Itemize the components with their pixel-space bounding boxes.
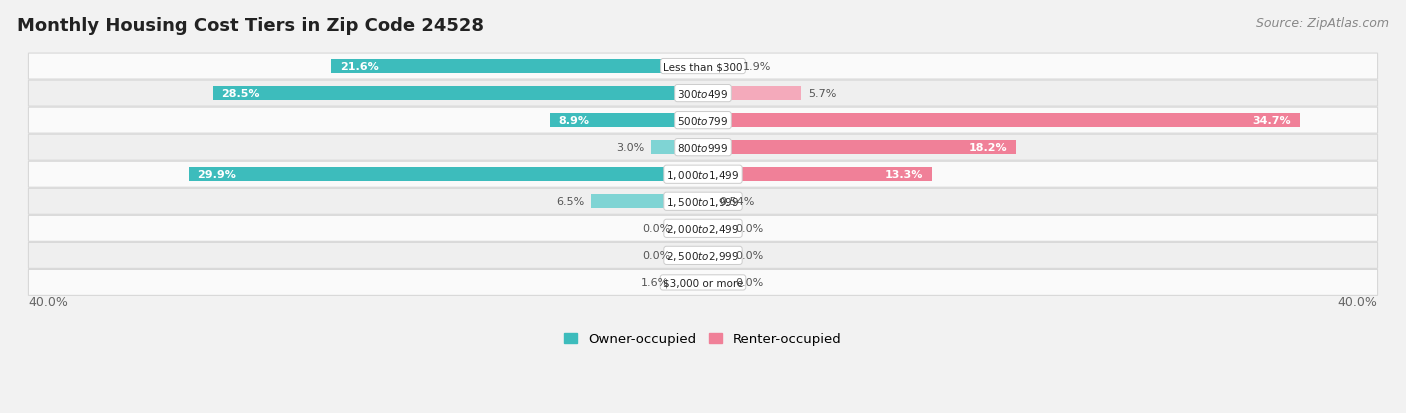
- Text: $3,000 or more: $3,000 or more: [662, 278, 744, 288]
- Text: 21.6%: 21.6%: [340, 62, 378, 72]
- FancyBboxPatch shape: [28, 189, 1378, 215]
- FancyBboxPatch shape: [28, 216, 1378, 242]
- Text: 0.0%: 0.0%: [735, 251, 763, 261]
- Bar: [703, 276, 728, 290]
- FancyBboxPatch shape: [28, 135, 1378, 161]
- FancyBboxPatch shape: [28, 243, 1378, 269]
- Text: 40.0%: 40.0%: [28, 295, 69, 308]
- Text: $2,000 to $2,499: $2,000 to $2,499: [666, 222, 740, 235]
- Bar: [678, 249, 703, 263]
- Text: 29.9%: 29.9%: [197, 170, 236, 180]
- Bar: [188, 168, 703, 182]
- Text: Less than $300: Less than $300: [664, 62, 742, 72]
- Text: 28.5%: 28.5%: [221, 89, 260, 99]
- Bar: [703, 168, 932, 182]
- Bar: [678, 222, 703, 236]
- Text: 18.2%: 18.2%: [969, 143, 1008, 153]
- Bar: [703, 141, 1017, 155]
- Text: Source: ZipAtlas.com: Source: ZipAtlas.com: [1256, 17, 1389, 29]
- Text: 0.0%: 0.0%: [643, 224, 671, 234]
- Bar: [675, 276, 703, 290]
- Text: 0.0%: 0.0%: [735, 224, 763, 234]
- Bar: [332, 60, 703, 74]
- Text: $1,500 to $1,999: $1,500 to $1,999: [666, 195, 740, 208]
- Legend: Owner-occupied, Renter-occupied: Owner-occupied, Renter-occupied: [560, 328, 846, 351]
- Text: 1.6%: 1.6%: [640, 278, 669, 288]
- Text: $2,500 to $2,999: $2,500 to $2,999: [666, 249, 740, 262]
- Text: 34.7%: 34.7%: [1253, 116, 1291, 126]
- FancyBboxPatch shape: [28, 270, 1378, 296]
- Bar: [703, 87, 801, 101]
- Bar: [212, 87, 703, 101]
- Text: 8.9%: 8.9%: [558, 116, 589, 126]
- FancyBboxPatch shape: [28, 54, 1378, 80]
- Text: Monthly Housing Cost Tiers in Zip Code 24528: Monthly Housing Cost Tiers in Zip Code 2…: [17, 17, 484, 34]
- Text: 5.7%: 5.7%: [808, 89, 837, 99]
- Text: 0.54%: 0.54%: [718, 197, 755, 207]
- Bar: [703, 249, 728, 263]
- Bar: [703, 60, 735, 74]
- Bar: [703, 195, 713, 209]
- Text: $1,000 to $1,499: $1,000 to $1,499: [666, 169, 740, 181]
- FancyBboxPatch shape: [28, 162, 1378, 188]
- Text: 6.5%: 6.5%: [555, 197, 585, 207]
- Bar: [703, 114, 1299, 128]
- Text: $800 to $999: $800 to $999: [678, 142, 728, 154]
- Text: 0.0%: 0.0%: [735, 278, 763, 288]
- Text: 40.0%: 40.0%: [1337, 295, 1378, 308]
- Text: 13.3%: 13.3%: [884, 170, 924, 180]
- Text: $500 to $799: $500 to $799: [678, 115, 728, 127]
- FancyBboxPatch shape: [28, 81, 1378, 107]
- FancyBboxPatch shape: [28, 108, 1378, 134]
- Text: 1.9%: 1.9%: [742, 62, 770, 72]
- Text: 3.0%: 3.0%: [616, 143, 644, 153]
- Text: $300 to $499: $300 to $499: [678, 88, 728, 100]
- Text: 0.0%: 0.0%: [643, 251, 671, 261]
- Bar: [703, 222, 728, 236]
- Bar: [651, 141, 703, 155]
- Bar: [591, 195, 703, 209]
- Bar: [550, 114, 703, 128]
